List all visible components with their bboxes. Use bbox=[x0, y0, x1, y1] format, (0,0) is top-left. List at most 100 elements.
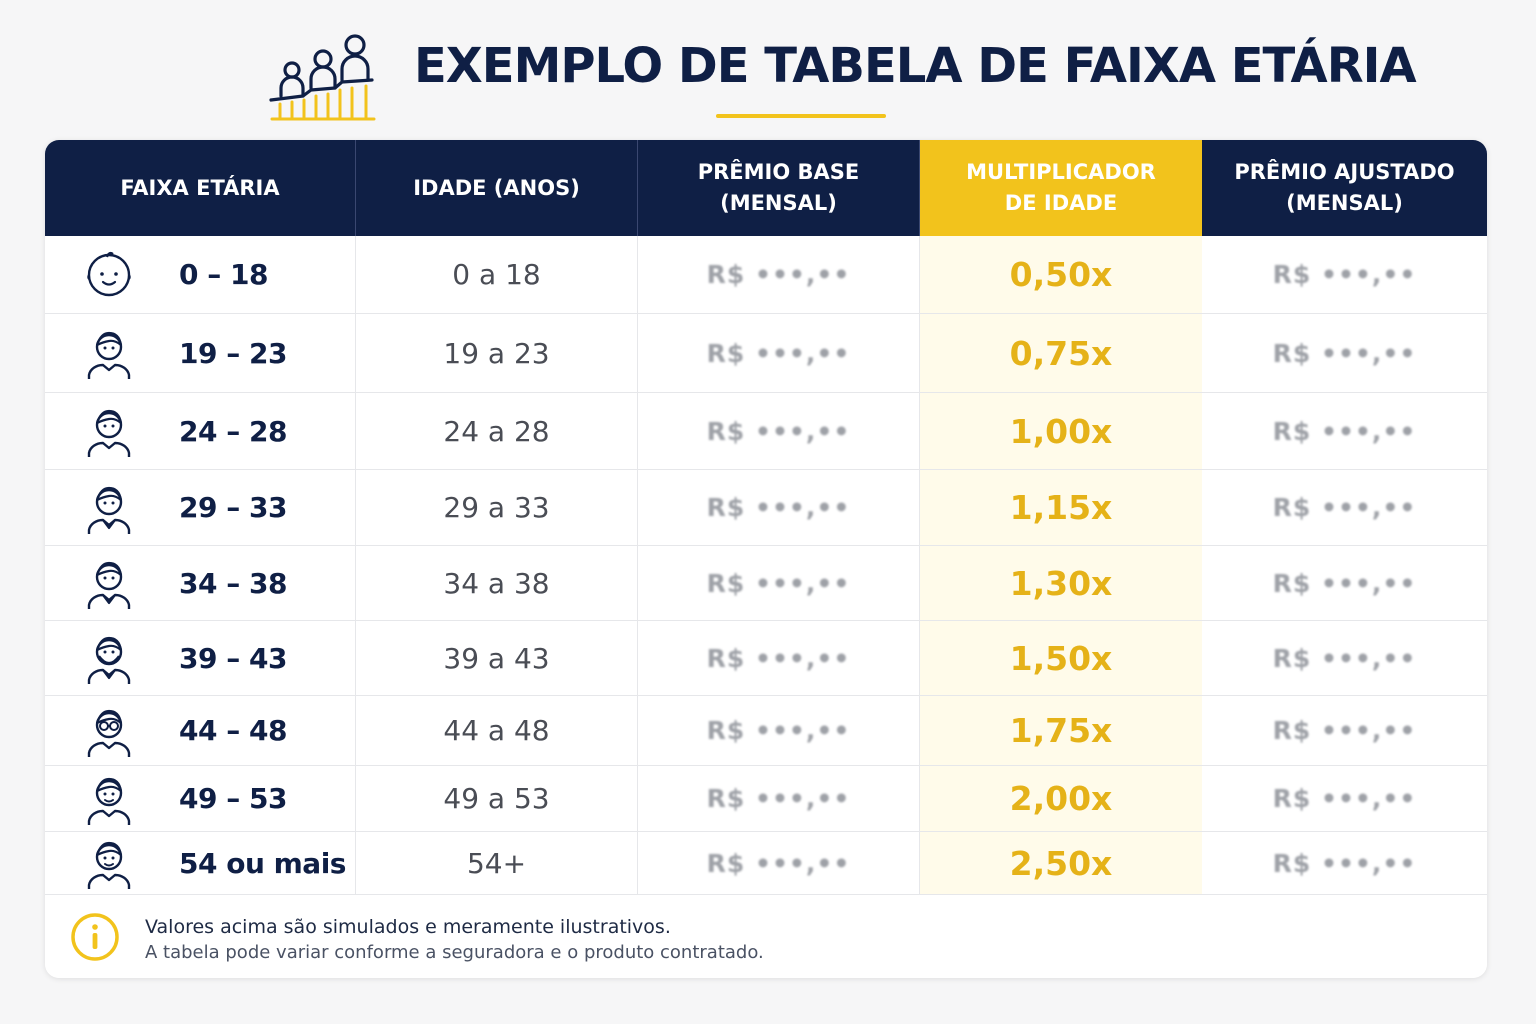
cell-premio-ajustado: R$ •••,•• bbox=[1202, 236, 1487, 313]
age-years: 19 a 23 bbox=[443, 336, 550, 370]
adjusted-premium-value: R$ •••,•• bbox=[1272, 643, 1417, 673]
cell-multiplicador: 1,75x bbox=[920, 696, 1202, 765]
multiplier-value: 1,00x bbox=[1009, 411, 1113, 451]
cell-idade: 49 a 53 bbox=[356, 766, 638, 831]
cell-premio-ajustado: R$ •••,•• bbox=[1202, 546, 1487, 620]
column-header-label: MULTIPLICADOR DE IDADE bbox=[966, 160, 1156, 215]
cell-idade: 34 a 38 bbox=[356, 546, 638, 620]
cell-premio-base: R$ •••,•• bbox=[638, 832, 920, 894]
adjusted-premium-value: R$ •••,•• bbox=[1272, 493, 1417, 522]
base-premium-value: R$ •••,•• bbox=[706, 260, 851, 289]
senior-person-icon bbox=[87, 841, 131, 889]
cell-premio-ajustado: R$ •••,•• bbox=[1202, 766, 1487, 831]
age-range-label: 54 ou mais bbox=[179, 846, 346, 880]
adjusted-premium-value: R$ •••,•• bbox=[1272, 784, 1417, 813]
cell-idade: 44 a 48 bbox=[356, 696, 638, 765]
column-header-faixa: FAIXA ETÁRIA bbox=[45, 140, 356, 236]
base-premium-value: R$ •••,•• bbox=[706, 784, 851, 813]
cell-premio-base: R$ •••,•• bbox=[638, 766, 920, 831]
age-range-label: 0 – 18 bbox=[179, 258, 268, 291]
cell-faixa: 49 – 53 bbox=[45, 766, 356, 831]
cell-premio-base: R$ •••,•• bbox=[638, 314, 920, 392]
cell-idade: 29 a 33 bbox=[356, 470, 638, 545]
cell-premio-ajustado: R$ •••,•• bbox=[1202, 696, 1487, 765]
base-premium-value: R$ •••,•• bbox=[706, 338, 851, 368]
cell-multiplicador: 0,75x bbox=[920, 314, 1202, 392]
cell-premio-ajustado: R$ •••,•• bbox=[1202, 470, 1487, 545]
base-premium-value: R$ •••,•• bbox=[706, 848, 851, 878]
table-row: 39 – 43 39 a 43 R$ •••,•• 1,50x R$ •••,•• bbox=[45, 621, 1487, 696]
base-premium-value: R$ •••,•• bbox=[706, 643, 851, 673]
age-years: 34 a 38 bbox=[443, 566, 550, 600]
cell-premio-base: R$ •••,•• bbox=[638, 470, 920, 545]
base-premium-value: R$ •••,•• bbox=[706, 568, 851, 598]
multiplier-value: 2,00x bbox=[1009, 779, 1113, 818]
age-range-label: 24 – 28 bbox=[179, 414, 287, 448]
adult-person-icon bbox=[87, 409, 131, 457]
young-person-icon bbox=[87, 331, 131, 379]
cell-premio-ajustado: R$ •••,•• bbox=[1202, 621, 1487, 695]
age-years: 29 a 33 bbox=[443, 491, 550, 524]
glasses-person-icon bbox=[87, 709, 131, 757]
cell-premio-ajustado: R$ •••,•• bbox=[1202, 832, 1487, 894]
age-range-label: 29 – 33 bbox=[179, 491, 287, 524]
multiplier-value: 1,15x bbox=[1009, 488, 1113, 527]
multiplier-value: 0,75x bbox=[1009, 333, 1113, 373]
cell-faixa: 44 – 48 bbox=[45, 696, 356, 765]
cell-multiplicador: 1,00x bbox=[920, 393, 1202, 469]
column-header-label: PRÊMIO AJUSTADO (MENSAL) bbox=[1234, 160, 1455, 215]
age-range-label: 39 – 43 bbox=[179, 641, 287, 675]
age-range-label: 44 – 48 bbox=[179, 714, 287, 747]
cell-premio-base: R$ •••,•• bbox=[638, 236, 920, 313]
cell-multiplicador: 1,30x bbox=[920, 546, 1202, 620]
cell-idade: 39 a 43 bbox=[356, 621, 638, 695]
base-premium-value: R$ •••,•• bbox=[706, 416, 851, 446]
adjusted-premium-value: R$ •••,•• bbox=[1272, 716, 1417, 745]
multiplier-value: 1,75x bbox=[1009, 711, 1113, 750]
baby-face-icon bbox=[87, 251, 131, 296]
cell-idade: 0 a 18 bbox=[356, 236, 638, 313]
column-header-multiplicador: MULTIPLICADOR DE IDADE bbox=[920, 140, 1202, 236]
disclaimer-footer: Valores acima são simulados e meramente … bbox=[45, 894, 1487, 978]
adjusted-premium-value: R$ •••,•• bbox=[1272, 260, 1417, 289]
cell-premio-ajustado: R$ •••,•• bbox=[1202, 393, 1487, 469]
age-years: 24 a 28 bbox=[443, 414, 550, 448]
table-row: 34 – 38 34 a 38 R$ •••,•• 1,30x R$ •••,•• bbox=[45, 546, 1487, 621]
table-header: FAIXA ETÁRIA IDADE (ANOS) PRÊMIO BASE (M… bbox=[45, 140, 1487, 236]
age-years: 0 a 18 bbox=[452, 258, 541, 291]
age-range-label: 49 – 53 bbox=[179, 782, 287, 815]
cell-faixa: 39 – 43 bbox=[45, 621, 356, 695]
multiplier-value: 0,50x bbox=[1009, 255, 1113, 294]
cell-premio-base: R$ •••,•• bbox=[638, 393, 920, 469]
age-range-label: 34 – 38 bbox=[179, 566, 287, 600]
cell-faixa: 54 ou mais bbox=[45, 832, 356, 894]
cell-multiplicador: 1,15x bbox=[920, 470, 1202, 545]
adjusted-premium-value: R$ •••,•• bbox=[1272, 338, 1417, 368]
bearded-person-icon bbox=[87, 636, 131, 684]
table-row: 44 – 48 44 a 48 R$ •••,•• 1,75x R$ •••,•• bbox=[45, 696, 1487, 766]
cell-multiplicador: 0,50x bbox=[920, 236, 1202, 313]
info-icon bbox=[71, 913, 119, 961]
cell-multiplicador: 2,50x bbox=[920, 832, 1202, 894]
cell-faixa: 0 – 18 bbox=[45, 236, 356, 313]
middle-aged-person-icon bbox=[87, 777, 131, 825]
cell-multiplicador: 2,00x bbox=[920, 766, 1202, 831]
disclaimer-line-2: A tabela pode variar conforme a segurado… bbox=[145, 942, 764, 963]
multiplier-value: 1,50x bbox=[1009, 638, 1113, 678]
family-steps-icon bbox=[269, 34, 376, 121]
page-header: EXEMPLO DE TABELA DE FAIXA ETÁRIA bbox=[0, 0, 1536, 130]
cell-multiplicador: 1,50x bbox=[920, 621, 1202, 695]
age-years: 44 a 48 bbox=[443, 714, 550, 747]
column-header-premio-base: PRÊMIO BASE (MENSAL) bbox=[638, 140, 920, 236]
cell-premio-base: R$ •••,•• bbox=[638, 546, 920, 620]
column-header-label: IDADE (ANOS) bbox=[413, 175, 580, 200]
cell-faixa: 29 – 33 bbox=[45, 470, 356, 545]
adult-collar-person-icon bbox=[87, 486, 131, 534]
cell-faixa: 24 – 28 bbox=[45, 393, 356, 469]
table-row: 49 – 53 49 a 53 R$ •••,•• 2,00x R$ •••,•• bbox=[45, 766, 1487, 832]
cell-premio-base: R$ •••,•• bbox=[638, 621, 920, 695]
table-row: 19 – 23 19 a 23 R$ •••,•• 0,75x R$ •••,•• bbox=[45, 314, 1487, 393]
cell-faixa: 19 – 23 bbox=[45, 314, 356, 392]
cell-premio-ajustado: R$ •••,•• bbox=[1202, 314, 1487, 392]
cell-idade: 24 a 28 bbox=[356, 393, 638, 469]
